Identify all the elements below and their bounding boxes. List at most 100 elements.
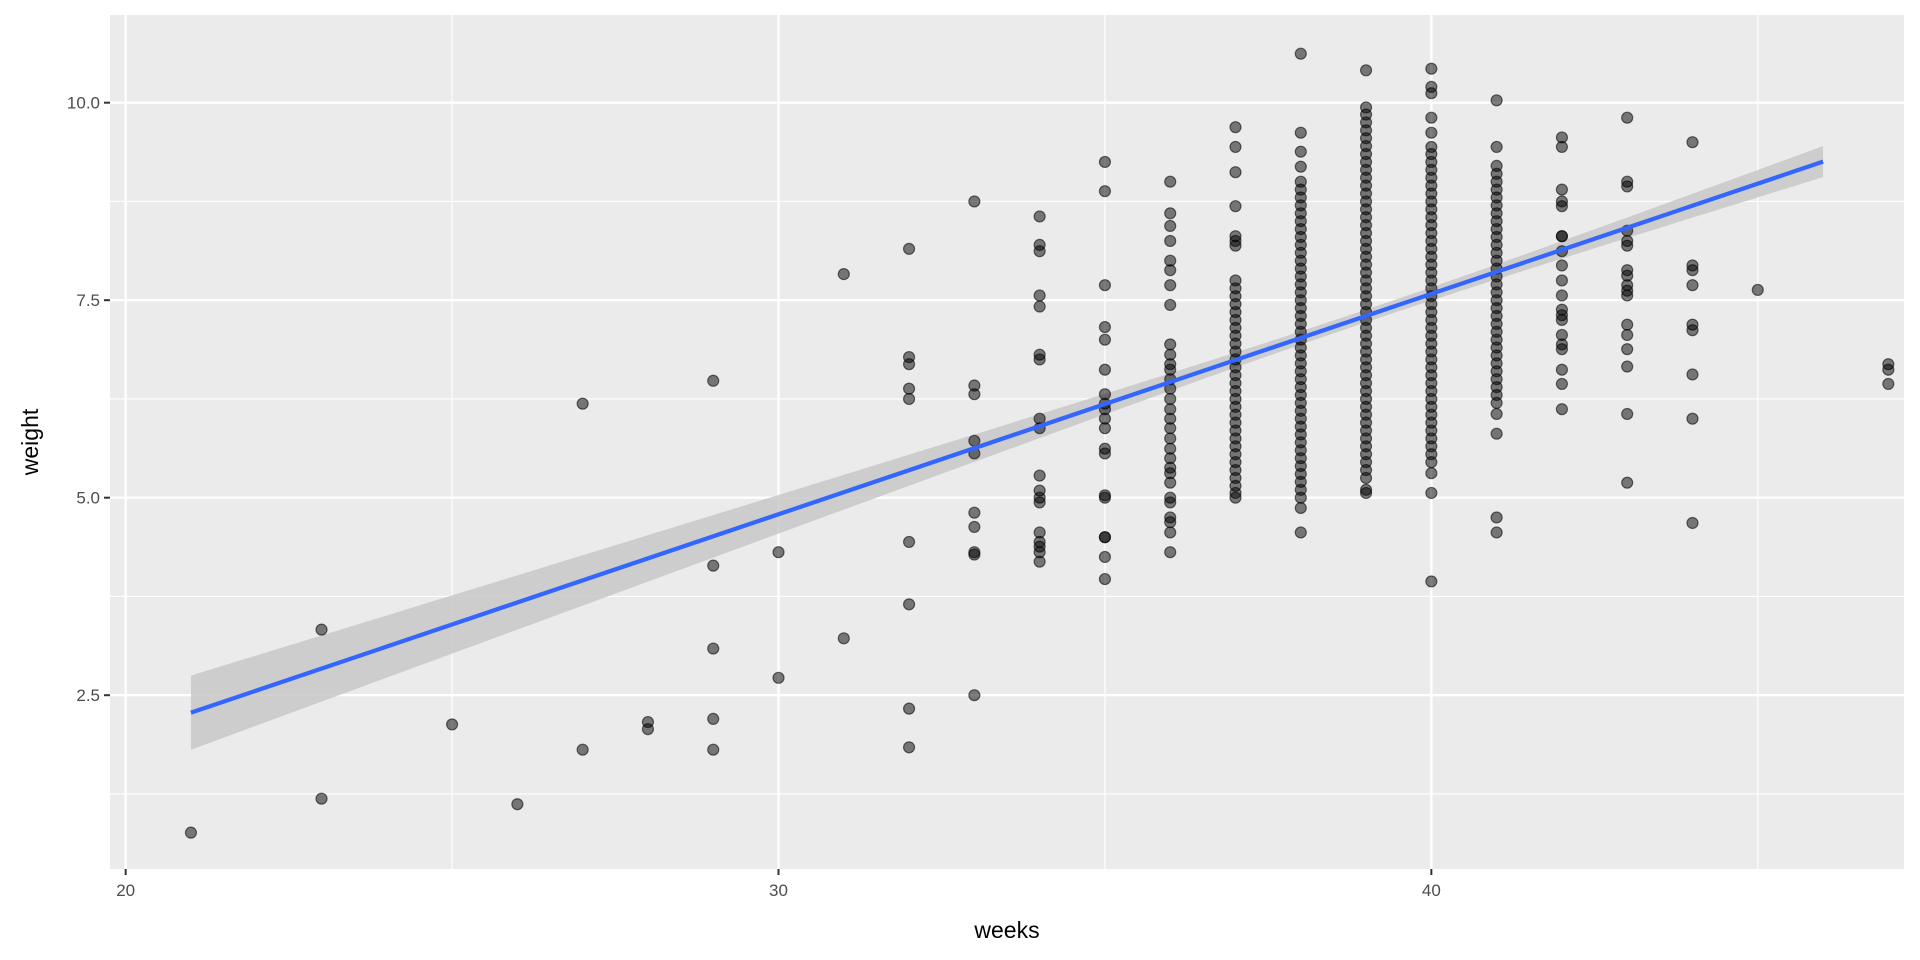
data-point	[1098, 572, 1112, 586]
data-point	[1555, 200, 1569, 213]
data-point	[1294, 145, 1307, 158]
data-point	[1751, 283, 1764, 297]
axes: 20 30 40 2.5 5.0 7.5 10.0	[67, 94, 1441, 900]
data-point	[902, 702, 916, 715]
data-point	[1164, 279, 1177, 292]
data-point	[1164, 496, 1177, 509]
data-point	[1621, 407, 1634, 421]
data-point	[837, 268, 850, 281]
data-point	[1033, 300, 1046, 313]
data-point	[902, 598, 916, 611]
data-point	[902, 242, 916, 255]
data-point	[1098, 531, 1112, 544]
data-point	[1294, 501, 1307, 515]
data-point	[837, 632, 850, 645]
data-point	[1359, 64, 1373, 77]
data-point	[1164, 175, 1177, 188]
data-point	[1555, 377, 1569, 391]
data-point	[1229, 140, 1242, 154]
data-point	[1229, 121, 1242, 134]
data-point	[902, 741, 916, 754]
data-point	[576, 397, 589, 410]
data-point	[1686, 324, 1699, 337]
x-axis-title: weeks	[973, 917, 1039, 943]
data-point	[1098, 185, 1112, 198]
data-point	[1098, 363, 1112, 376]
data-point	[315, 792, 328, 805]
data-point	[1490, 407, 1503, 421]
data-point	[1294, 126, 1307, 139]
data-point	[1229, 491, 1242, 504]
data-point	[1425, 87, 1438, 100]
data-point	[968, 195, 981, 208]
data-point	[968, 388, 981, 401]
data-point	[1425, 62, 1438, 75]
data-point	[1359, 486, 1373, 500]
data-point	[707, 642, 720, 655]
data-point	[1686, 279, 1699, 292]
data-point	[1033, 555, 1046, 568]
data-point	[902, 358, 916, 371]
data-point	[902, 382, 916, 395]
data-point	[1164, 392, 1177, 406]
data-point	[1294, 491, 1307, 504]
data-point	[707, 743, 720, 756]
data-point	[1621, 343, 1634, 356]
data-point	[1164, 546, 1177, 559]
data-point	[1555, 403, 1569, 416]
data-point	[772, 546, 785, 559]
regression-line-path	[190, 159, 1824, 715]
data-point	[315, 623, 328, 636]
data-point	[1294, 47, 1307, 60]
data-point	[1098, 447, 1112, 460]
data-point	[1164, 516, 1177, 529]
data-point	[1164, 298, 1177, 312]
data-point	[1425, 126, 1438, 139]
data-point	[1098, 491, 1112, 504]
regression-line	[190, 159, 1824, 715]
data-point	[1686, 412, 1699, 425]
data-point	[1164, 219, 1177, 233]
data-point	[1490, 396, 1503, 409]
data-point	[1425, 486, 1438, 500]
data-point	[1098, 333, 1112, 346]
data-point	[445, 718, 459, 731]
y-axis-title: weight	[17, 408, 43, 476]
data-point	[1686, 136, 1699, 149]
data-point	[968, 689, 981, 702]
data-point	[1359, 471, 1373, 485]
data-point	[1555, 313, 1569, 327]
data-point	[1555, 363, 1569, 376]
data-point	[576, 743, 589, 756]
data-point	[1164, 264, 1177, 277]
data-point	[1425, 467, 1438, 480]
data-point	[641, 723, 655, 736]
data-point	[1686, 264, 1699, 277]
data-point	[1033, 289, 1046, 302]
data-point	[1490, 511, 1503, 524]
data-point	[1555, 183, 1569, 196]
data-point	[1555, 343, 1569, 356]
data-point	[1555, 289, 1569, 302]
data-point	[1294, 160, 1307, 173]
data-point	[1555, 230, 1569, 243]
confidence-band-area	[190, 146, 1824, 750]
data-point	[968, 506, 981, 519]
confidence-band	[190, 146, 1824, 750]
data-point	[1882, 363, 1895, 376]
data-point	[1164, 422, 1177, 435]
data-point	[1621, 289, 1634, 302]
data-point	[707, 374, 720, 387]
y-tick-label: 10.0	[67, 94, 100, 113]
data-point	[1621, 239, 1634, 252]
data-point	[1098, 422, 1112, 435]
data-point	[902, 535, 916, 549]
data-point	[1033, 210, 1046, 223]
y-tick-label: 7.5	[76, 291, 100, 310]
data-point	[1098, 155, 1112, 169]
data-point	[1621, 328, 1634, 342]
data-point	[1490, 427, 1503, 440]
data-point	[1621, 318, 1634, 331]
data-point	[1164, 526, 1177, 539]
